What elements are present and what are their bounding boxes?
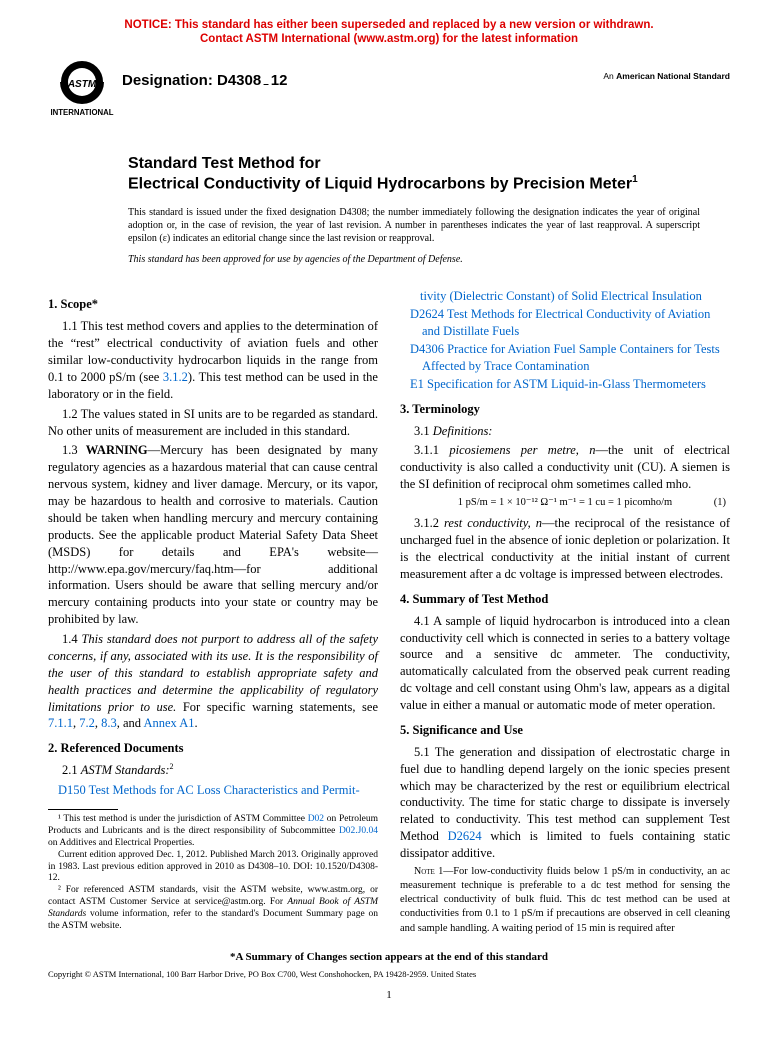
issuance-note: This standard is issued under the fixed … bbox=[128, 206, 700, 245]
para-3-1: 3.1 Definitions: bbox=[400, 423, 730, 440]
footnote-1-edition: Current edition approved Dec. 1, 2012. P… bbox=[48, 850, 378, 886]
designation-year: 12 bbox=[271, 71, 288, 91]
para-4-1: 4.1 A sample of liquid hydrocarbon is in… bbox=[400, 613, 730, 714]
para-5-1: 5.1 The generation and dissipation of el… bbox=[400, 744, 730, 862]
warning-label: WARNING bbox=[86, 443, 148, 457]
link-d02[interactable]: D02 bbox=[308, 814, 324, 824]
left-column: 1. Scope* 1.1 This test method covers an… bbox=[48, 288, 378, 935]
para-1-4: 1.4 This standard does not purport to ad… bbox=[48, 631, 378, 732]
designation-sep: – bbox=[263, 78, 269, 92]
designation-label: Designation: D4308 bbox=[122, 71, 261, 91]
right-column: tivity (Dielectric Constant) of Solid El… bbox=[400, 288, 730, 935]
title-prefix: Standard Test Method for bbox=[128, 154, 720, 174]
body-columns: 1. Scope* 1.1 This test method covers an… bbox=[48, 288, 730, 935]
para-3-1-1: 3.1.1 picosiemens per metre, n—the unit … bbox=[400, 442, 730, 493]
footnote-2: ² For referenced ASTM standards, visit t… bbox=[48, 885, 378, 933]
link-d02-j0-04[interactable]: D02.J0.04 bbox=[339, 826, 378, 836]
ans-label: An American National Standard bbox=[603, 71, 730, 82]
footnote-rule bbox=[48, 809, 118, 810]
svg-text:ASTM: ASTM bbox=[67, 79, 97, 90]
link-7-1-1[interactable]: 7.1.1 bbox=[48, 716, 73, 730]
supersession-notice: NOTICE: This standard has either been su… bbox=[48, 18, 730, 47]
note-1: Note 1—For low-conductivity fluids below… bbox=[400, 865, 730, 936]
section-3-heading: 3. Terminology bbox=[400, 401, 730, 418]
notice-line-2: Contact ASTM International (www.astm.org… bbox=[200, 33, 578, 45]
ref-d2624[interactable]: D2624 Test Methods for Electrical Conduc… bbox=[400, 306, 730, 340]
para-1-1: 1.1 This test method covers and applies … bbox=[48, 318, 378, 402]
para-2-1: 2.1 ASTM Standards:2 bbox=[48, 762, 378, 779]
equation-1: 1 pS/m = 1 × 10⁻¹² Ω⁻¹ m⁻¹ = 1 cu = 1 pi… bbox=[400, 496, 730, 510]
ref-d150-cont[interactable]: tivity (Dielectric Constant) of Solid El… bbox=[400, 288, 730, 305]
link-7-2[interactable]: 7.2 bbox=[79, 716, 95, 730]
summary-of-changes-note: *A Summary of Changes section appears at… bbox=[48, 950, 730, 965]
section-1-heading: 1. Scope* bbox=[48, 296, 378, 313]
ref-d4306[interactable]: D4306 Practice for Aviation Fuel Sample … bbox=[400, 341, 730, 375]
document-page: NOTICE: This standard has either been su… bbox=[0, 0, 778, 1021]
ref-e1[interactable]: E1 Specification for ASTM Liquid-in-Glas… bbox=[400, 376, 730, 393]
designation: Designation: D4308 – 12 bbox=[122, 71, 287, 91]
footnote-1: ¹ This test method is under the jurisdic… bbox=[48, 814, 378, 850]
link-8-3[interactable]: 8.3 bbox=[101, 716, 117, 730]
dod-approval-note: This standard has been approved for use … bbox=[128, 253, 700, 267]
section-2-heading: 2. Referenced Documents bbox=[48, 740, 378, 757]
copyright-line: Copyright © ASTM International, 100 Barr… bbox=[48, 969, 730, 980]
para-1-2: 1.2 The values stated in SI units are to… bbox=[48, 406, 378, 440]
svg-text:INTERNATIONAL: INTERNATIONAL bbox=[50, 108, 113, 117]
title-main: Electrical Conductivity of Liquid Hydroc… bbox=[128, 174, 720, 194]
notice-line-1: NOTICE: This standard has either been su… bbox=[124, 19, 653, 31]
link-d2624-inline[interactable]: D2624 bbox=[448, 829, 482, 843]
ref-d150[interactable]: D150 Test Methods for AC Loss Characteri… bbox=[48, 782, 378, 799]
title-block: Standard Test Method for Electrical Cond… bbox=[128, 154, 720, 194]
header-row: ASTM INTERNATIONAL Designation: D4308 – … bbox=[48, 57, 730, 124]
link-annex-a1[interactable]: Annex A1 bbox=[143, 716, 194, 730]
para-1-3: 1.3 WARNING—Mercury has been designated … bbox=[48, 442, 378, 628]
para-3-1-2: 3.1.2 rest conductivity, n—the reciproca… bbox=[400, 515, 730, 583]
page-number: 1 bbox=[48, 988, 730, 1003]
link-3-1-2[interactable]: 3.1.2 bbox=[163, 370, 188, 384]
astm-logo: ASTM INTERNATIONAL bbox=[48, 57, 116, 124]
section-5-heading: 5. Significance and Use bbox=[400, 722, 730, 739]
section-4-heading: 4. Summary of Test Method bbox=[400, 591, 730, 608]
